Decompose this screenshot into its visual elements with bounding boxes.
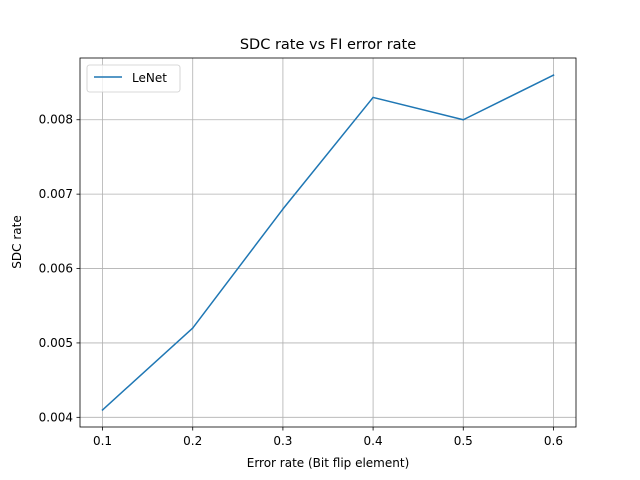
series-line-lenet <box>101 74 555 411</box>
x-axis-label: Error rate (Bit flip element) <box>247 456 410 470</box>
y-tick-label: 0.006 <box>39 262 73 276</box>
grid <box>80 58 576 427</box>
y-tick-label: 0.004 <box>39 410 73 424</box>
data-point <box>101 409 104 411</box>
legend-box <box>86 64 181 93</box>
x-tick-label: 0.1 <box>93 434 112 448</box>
y-tick-label: 0.005 <box>39 336 73 350</box>
y-tick-label: 0.007 <box>39 187 73 201</box>
data-point <box>552 74 555 76</box>
x-axis: 0.1 0.2 0.3 0.4 0.5 0.6 <box>93 427 563 448</box>
plot-frame <box>79 57 577 428</box>
data-point <box>462 119 465 121</box>
y-axis-label: SDC rate <box>10 215 24 268</box>
data-point <box>282 208 284 210</box>
x-tick-label: 0.4 <box>364 434 383 448</box>
chart-title: SDC rate vs FI error rate <box>240 37 416 53</box>
legend-label-lenet: LeNet <box>132 71 167 85</box>
data-point <box>191 327 194 329</box>
x-tick-label: 0.3 <box>273 434 292 448</box>
data-point <box>372 96 374 99</box>
series-layer <box>101 74 555 411</box>
legend: LeNet <box>86 64 181 93</box>
plot-area <box>80 58 576 427</box>
x-tick-label: 0.5 <box>454 434 473 448</box>
x-tick-label: 0.2 <box>183 434 202 448</box>
y-axis: 0.004 0.005 0.006 0.007 0.008 <box>39 113 80 424</box>
y-tick-label: 0.008 <box>39 113 73 127</box>
x-tick-label: 0.6 <box>544 434 563 448</box>
